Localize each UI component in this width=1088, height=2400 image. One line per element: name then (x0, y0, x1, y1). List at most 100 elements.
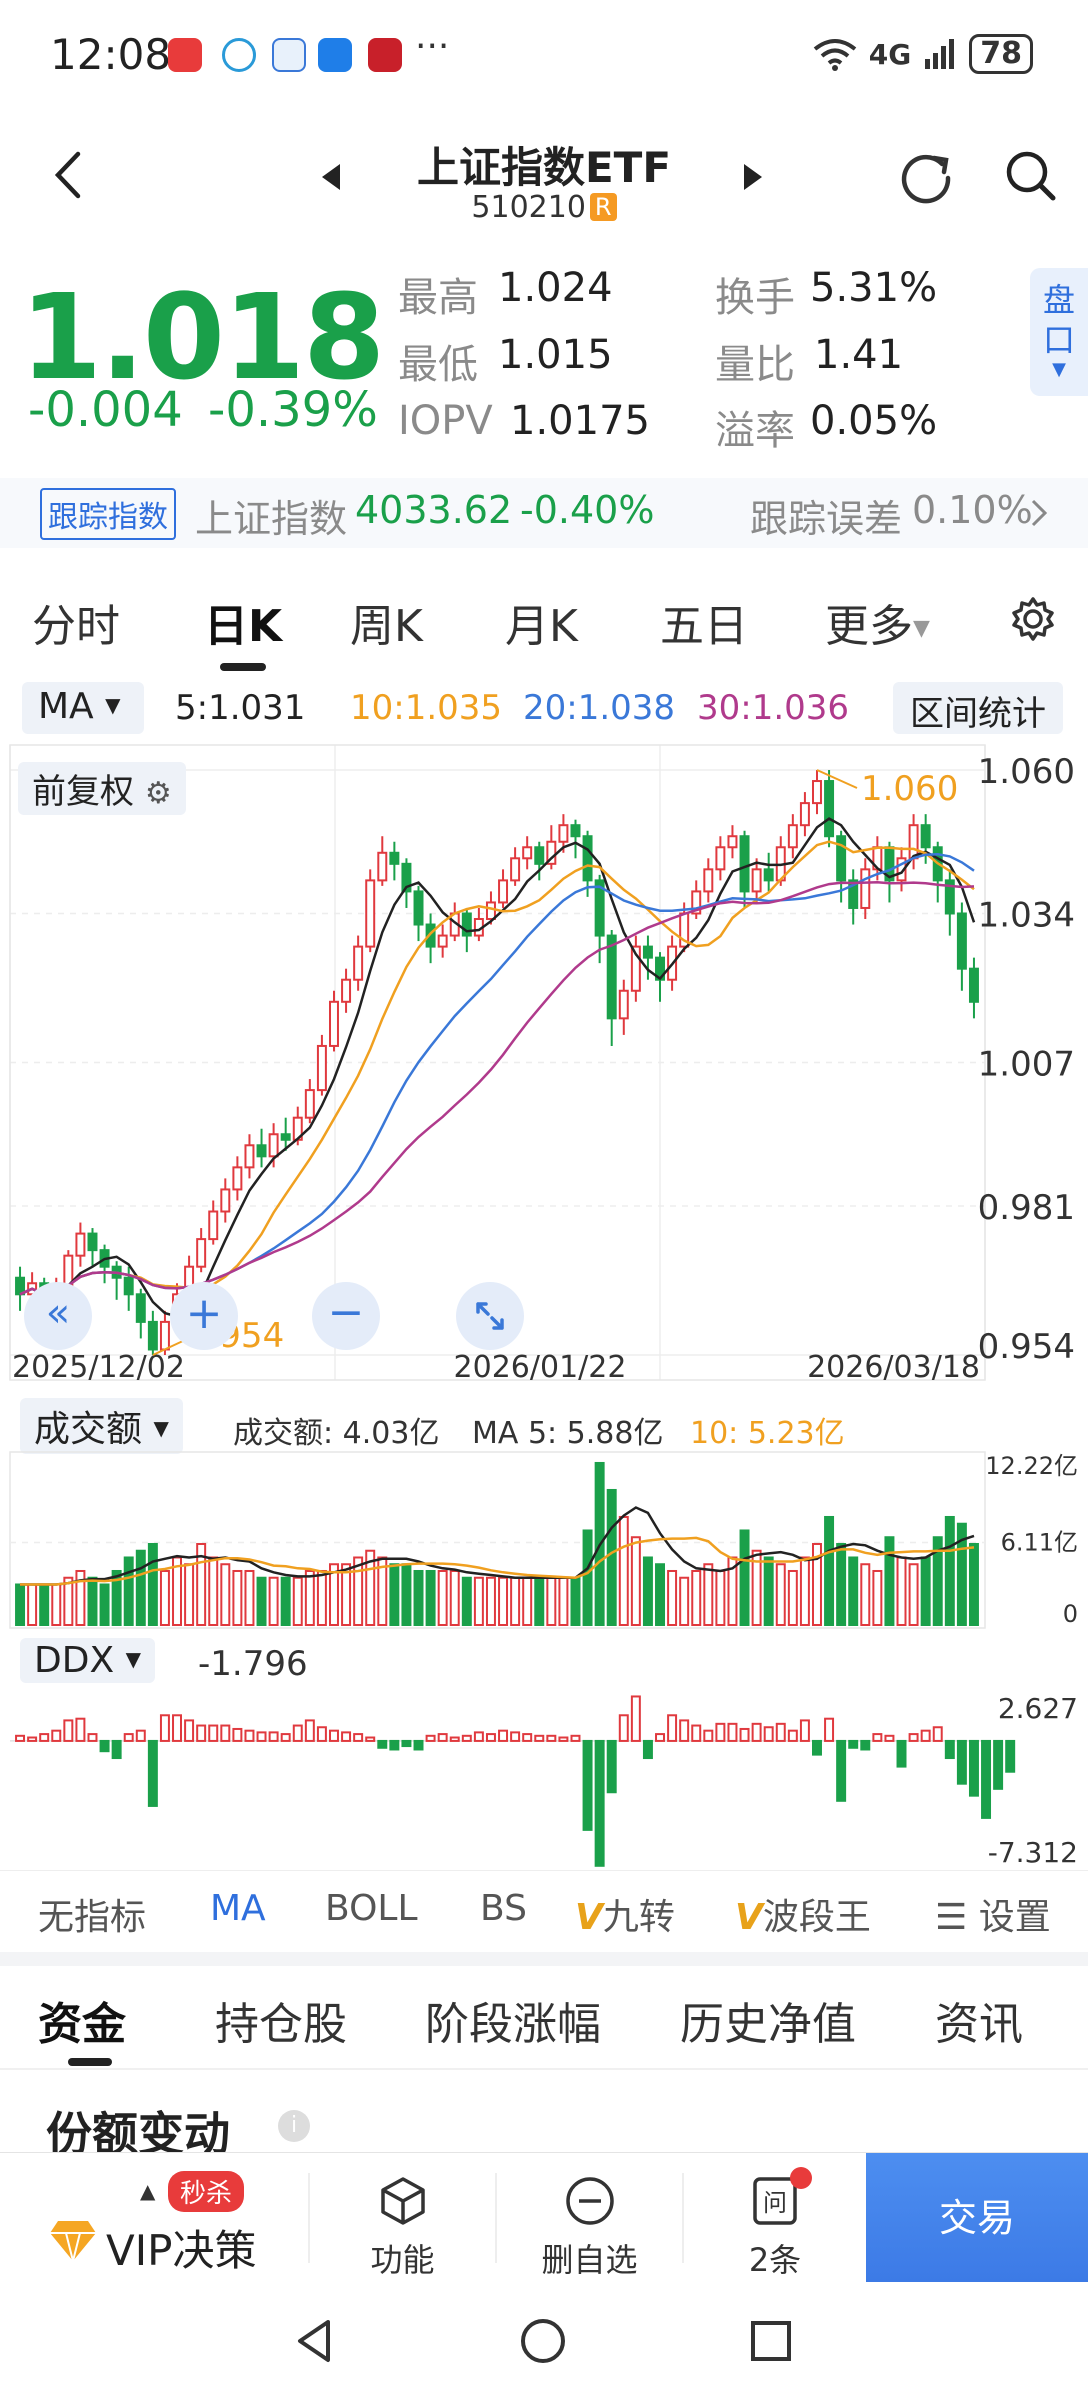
tab-more[interactable]: 更多▼ (825, 590, 930, 654)
zoom-out-icon[interactable]: − (312, 1282, 380, 1350)
candle-up (159, 1320, 170, 1351)
candle-up (268, 1133, 279, 1158)
ddx-chart[interactable]: 2.627 -7.312 (0, 1690, 1088, 1870)
tab-period-gain[interactable]: 阶段涨幅 (425, 1999, 601, 2050)
system-recents-icon[interactable] (746, 2316, 796, 2366)
system-back-icon[interactable] (290, 2316, 340, 2366)
ddx-bar-positive (630, 1695, 641, 1742)
candlestick-chart[interactable]: 1.060 1.034 1.007 0.981 0.954 2025/12/02 2026… (0, 740, 1088, 1390)
indicator-settings[interactable]: ☰ 设置 (935, 1888, 1051, 1940)
fullscreen-icon[interactable] (456, 1282, 524, 1350)
volume-ma10-line (20, 1536, 975, 1586)
indicator-bs[interactable]: BS (480, 1888, 527, 1929)
volume-selector[interactable]: 成交额 ▼ (20, 1398, 183, 1454)
ddx-bar-positive (63, 1719, 74, 1742)
flash-sale-badge: 秒杀 (168, 2171, 245, 2212)
volume-y-tick: 12.22亿 (985, 1452, 1078, 1480)
volume-bar-up (787, 1569, 798, 1626)
ma10-line (19, 840, 975, 1296)
order-book-button[interactable]: 盘口 ▼ (1030, 268, 1088, 396)
stat-label-premium: 溢率 (715, 408, 795, 454)
candle-up (812, 780, 822, 805)
ddx-bar-positive (280, 1733, 291, 1742)
range-stats-button[interactable]: 区间统计 (893, 682, 1063, 734)
stat-value-turnover: 5.31% (810, 265, 938, 311)
indicator-ma[interactable]: MA (210, 1888, 266, 1929)
ddx-bar-positive (691, 1724, 702, 1742)
volume-bar-up (630, 1536, 641, 1626)
ddx-bar-positive (353, 1733, 364, 1742)
notification-news-icon (368, 38, 402, 72)
candle-down (944, 879, 955, 915)
ddx-bar-positive (232, 1727, 243, 1742)
status-bar: 12:08 ··· 4G 78 (0, 0, 1088, 110)
candle-down (123, 1276, 134, 1296)
info-icon[interactable]: i (278, 2110, 310, 2142)
volume-bar-up (365, 1549, 376, 1626)
tracking-error-value: 0.10% (912, 488, 1033, 532)
volume-bar-down (763, 1556, 774, 1626)
adjust-mode-chip[interactable]: 前复权 ⚙ (18, 762, 186, 815)
zoom-in-icon[interactable]: + (170, 1282, 238, 1350)
ask-button[interactable]: 问 2条 (684, 2153, 866, 2283)
remove-watchlist-button[interactable]: 删自选 (497, 2153, 682, 2283)
next-stock-icon[interactable] (742, 162, 764, 192)
prev-stock-icon[interactable] (320, 162, 342, 192)
refresh-icon[interactable] (898, 148, 954, 204)
volume-bar-up (522, 1576, 533, 1626)
function-label: 功能 (370, 2241, 435, 2279)
ddx-selector[interactable]: DDX ▼ (20, 1638, 155, 1683)
function-button[interactable]: 功能 (310, 2153, 495, 2283)
indicator-band-king[interactable]: V波段王 (735, 1888, 871, 1940)
ma20-line (19, 852, 975, 1296)
minus-circle-icon (565, 2177, 614, 2225)
ddx-bar-negative (981, 1739, 992, 1819)
volume-bar-down (968, 1542, 979, 1626)
chart-settings-gear-icon[interactable] (1010, 596, 1056, 642)
tab-intraday[interactable]: 分时 (32, 601, 120, 652)
indicator-nine-turn[interactable]: V九转 (575, 1888, 675, 1940)
volume-bar-up (232, 1569, 243, 1626)
volume-bar-up (75, 1569, 86, 1626)
order-book-label: 盘口 (1042, 281, 1075, 359)
candle-down (968, 967, 979, 1003)
volume-chart[interactable]: 12.22亿 6.11亿 0 (0, 1450, 1088, 1630)
candle-down (582, 835, 593, 882)
tab-history-nav[interactable]: 历史净值 (680, 1999, 856, 2050)
trade-button[interactable]: 交易 (866, 2153, 1088, 2283)
scroll-left-icon[interactable]: « (24, 1282, 92, 1350)
ddx-bar-positive (461, 1734, 472, 1742)
ddx-bar-positive (268, 1731, 279, 1742)
indicator-boll[interactable]: BOLL (325, 1888, 418, 1929)
ddx-bar-positive (256, 1731, 267, 1742)
ma-selector[interactable]: MA ▼ (22, 682, 144, 734)
header: 上证指数ETF 510210 R (0, 120, 1088, 240)
candle-up (498, 879, 509, 904)
bottom-nav: 秒杀 ▲ VIP决策 功能 删自选 问 2条 交易 (0, 2152, 1088, 2283)
ddx-bar-positive (39, 1733, 50, 1742)
tracking-index-row[interactable]: 跟踪指数 上证指数 4033.62 -0.40% 跟踪误差 0.10% (0, 478, 1088, 548)
back-icon[interactable] (52, 150, 82, 200)
tab-funds[interactable]: 资金 (38, 1999, 126, 2050)
volume-bar-down (111, 1569, 122, 1626)
volume-bar-down (256, 1576, 267, 1626)
candle-down (461, 912, 472, 937)
candle-up (618, 989, 629, 1020)
indicator-none[interactable]: 无指标 (38, 1897, 147, 1938)
nav-divider (495, 2173, 497, 2263)
search-icon[interactable] (1003, 148, 1059, 204)
tab-monthly-k[interactable]: 月K (505, 601, 578, 652)
tab-weekly-k[interactable]: 周K (350, 601, 423, 652)
tab-holdings[interactable]: 持仓股 (215, 1999, 347, 2050)
v-badge-icon: V (575, 1897, 603, 1938)
tab-daily-k[interactable]: 日K (204, 601, 283, 652)
candle-up (522, 846, 533, 860)
vip-decision-button[interactable]: 秒杀 ▲ VIP决策 (0, 2153, 305, 2283)
stock-code-text: 510210 (471, 190, 586, 225)
price-x-ticks: 2025/12/02 2026/01/22 2026/03/18 (12, 1350, 980, 1385)
system-home-icon[interactable] (518, 2316, 568, 2366)
status-right-group: 4G 78 (813, 34, 1033, 74)
tab-five-day[interactable]: 五日 (660, 601, 748, 652)
tab-news[interactable]: 资讯 (935, 1999, 1023, 2050)
candle-down (824, 780, 835, 838)
